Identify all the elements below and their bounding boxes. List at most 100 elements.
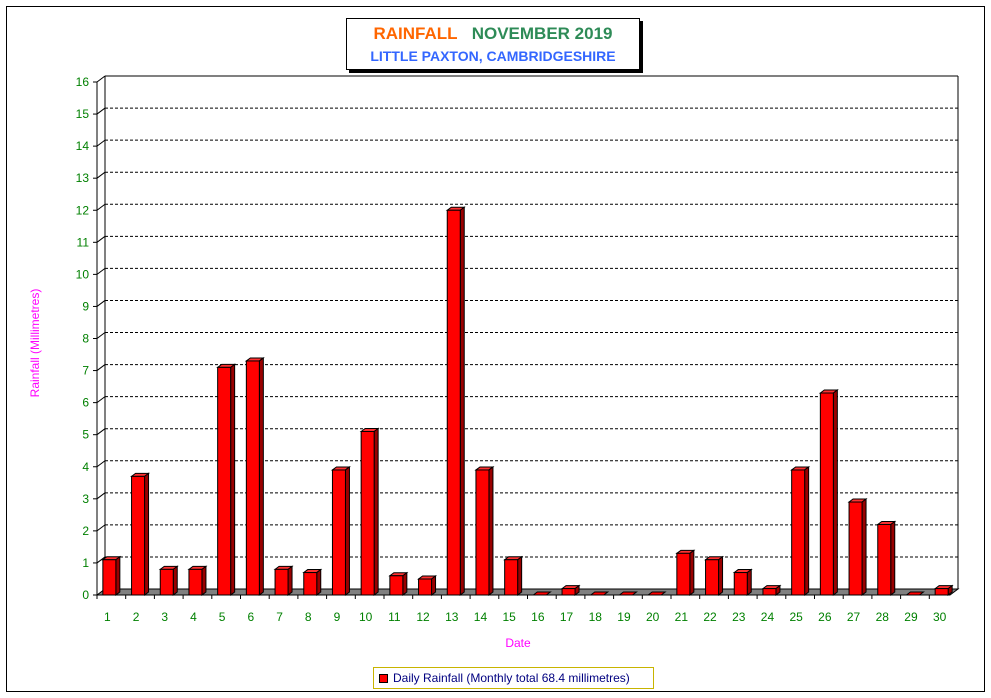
x-tick-label: 18	[589, 610, 603, 624]
bar-28	[876, 520, 897, 596]
x-tick-labels: 1 2 3 4 5 6 7 8 9 10 11 12 13 14 15 16 17 18 19 20 21 22 23 24 2…	[104, 610, 947, 624]
bar-side	[201, 565, 207, 596]
x-tick-label: 12	[416, 610, 430, 624]
gridline-depth	[96, 75, 106, 83]
bar-side	[258, 356, 264, 596]
bar-front	[733, 572, 748, 596]
x-tick-label: 26	[818, 610, 832, 624]
bar-front	[676, 552, 691, 596]
bar-side	[172, 565, 178, 596]
bar-top	[589, 591, 610, 596]
y-tick-label: 2	[82, 524, 89, 538]
bar-top	[646, 591, 667, 596]
y-tick-label: 3	[82, 492, 89, 506]
x-tick-label: 5	[219, 610, 226, 624]
bar-front	[819, 392, 834, 596]
bar-side	[861, 498, 867, 596]
x-tick-label: 23	[732, 610, 746, 624]
bar-front	[360, 430, 375, 596]
gridline-depth	[96, 203, 106, 211]
gridline-depth	[96, 524, 106, 532]
x-tick-label: 3	[161, 610, 168, 624]
chart-title: RAINFALL NOVEMBER 2019	[347, 24, 639, 44]
bar-29	[904, 591, 925, 596]
gridline-depth	[96, 396, 106, 404]
bar-side	[718, 555, 724, 596]
bar-front	[848, 501, 863, 596]
x-tick-label: 25	[789, 610, 803, 624]
bar-front	[188, 568, 203, 596]
y-tick-label: 15	[76, 107, 90, 121]
y-tick-label: 12	[76, 203, 90, 217]
bar-top	[904, 591, 925, 596]
bar-front	[131, 475, 146, 596]
x-tick-label: 30	[933, 610, 947, 624]
bar-front	[705, 559, 720, 596]
bar-22	[704, 555, 725, 596]
bar-side	[373, 427, 379, 596]
bar-8	[302, 568, 323, 596]
bar-side	[746, 568, 752, 596]
bar-27	[847, 498, 868, 596]
x-axis-label: Date	[505, 636, 531, 650]
gridline-depth	[96, 139, 106, 147]
bar-20	[646, 591, 667, 596]
bar-side	[287, 565, 293, 596]
x-tick-label: 19	[617, 610, 631, 624]
gridline-depth	[96, 364, 106, 371]
bar-23	[732, 568, 753, 596]
bar-front	[303, 572, 318, 596]
bar-top	[531, 591, 552, 596]
legend: Daily Rainfall (Monthly total 68.4 milli…	[373, 667, 654, 689]
x-tick-label: 9	[334, 610, 341, 624]
x-tick-label: 8	[305, 610, 312, 624]
bar-side	[804, 465, 810, 596]
gridline-depth	[96, 556, 106, 564]
bar-front	[159, 568, 174, 596]
bar-13	[445, 206, 466, 596]
bar-26	[818, 389, 839, 596]
chart-subtitle: LITTLE PAXTON, CAMBRIDGESHIRE	[370, 48, 616, 64]
y-tick-label: 13	[76, 171, 90, 185]
bar-7	[273, 565, 294, 596]
x-tick-label: 1	[104, 610, 111, 624]
bar-front	[331, 469, 346, 596]
bar-25	[790, 465, 811, 596]
bar-front	[561, 588, 576, 596]
x-tick-label: 22	[703, 610, 717, 624]
x-tick-label: 14	[474, 610, 488, 624]
bar-top	[617, 591, 638, 596]
bar-side	[890, 520, 896, 596]
y-tick-label: 7	[82, 364, 89, 378]
bar-24	[761, 584, 782, 596]
bar-front	[762, 588, 777, 596]
bar-side	[402, 571, 408, 596]
bar-front	[245, 360, 260, 596]
bar-front	[791, 469, 806, 596]
gridline-depth	[96, 267, 106, 275]
x-tick-label: 20	[646, 610, 660, 624]
bar-5	[216, 363, 237, 596]
bar-side	[488, 465, 494, 596]
bar-4	[187, 565, 208, 596]
bar-14	[474, 465, 495, 596]
x-tick-label: 4	[190, 610, 197, 624]
bar-21	[675, 549, 696, 596]
y-tick-label: 6	[82, 396, 89, 410]
bar-front	[504, 559, 519, 596]
gridline-depth	[96, 460, 106, 468]
bar-9	[330, 465, 351, 596]
chart-title-box: RAINFALL NOVEMBER 2019 LITTLE PAXTON, CA…	[346, 18, 640, 70]
bar-front	[217, 366, 232, 596]
bar-front	[446, 209, 461, 596]
x-tick-label: 6	[248, 610, 255, 624]
y-tick-label: 5	[82, 428, 89, 442]
bar-side	[144, 472, 150, 596]
legend-swatch	[379, 673, 388, 683]
bar-15	[503, 555, 524, 596]
y-tick-label: 4	[82, 460, 89, 474]
bar-17	[560, 584, 581, 596]
bar-front	[877, 523, 892, 596]
bar-side	[115, 555, 121, 596]
